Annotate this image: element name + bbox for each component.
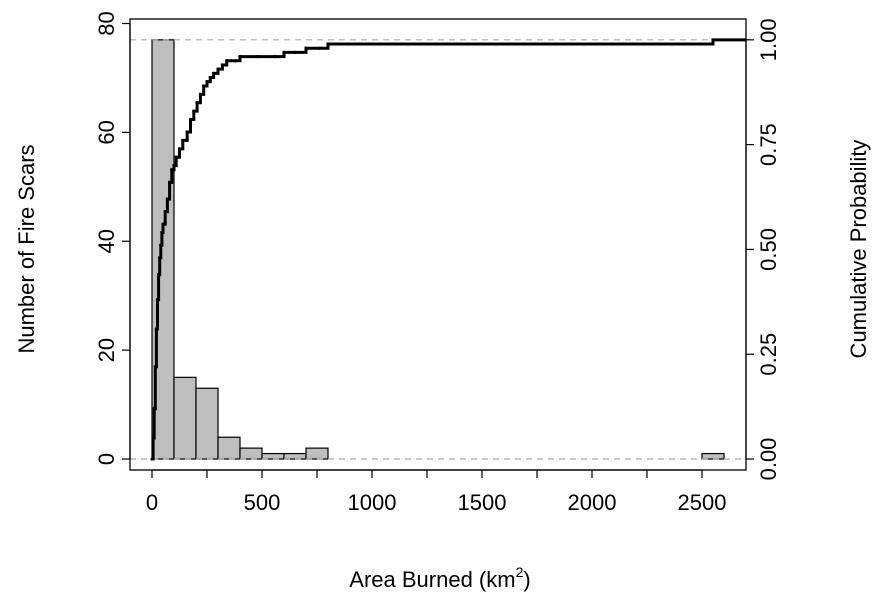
cumulative-point (256, 54, 260, 59)
cumulative-point (198, 92, 202, 96)
cumulative-point (174, 155, 178, 159)
cumulative-point (159, 243, 163, 247)
y-right-tick-label: 0.75 (756, 123, 781, 166)
cumulative-point (188, 117, 193, 122)
cumulative-point (192, 109, 196, 113)
y-right-tick-label: 0.00 (756, 438, 781, 481)
x-tick-label: 1500 (458, 490, 507, 515)
y-axis-right: 0.00 0.25 0.50 0.75 1.00 (745, 18, 781, 481)
x-tick-label: 2000 (568, 490, 617, 515)
x-tick-label: 500 (244, 490, 281, 515)
cumulative-line-group (150, 38, 746, 461)
cumulative-point (293, 50, 297, 55)
reference-lines (130, 39, 746, 460)
cumulative-point (150, 457, 154, 461)
histogram-bar (701, 452, 725, 460)
histogram-bar (261, 452, 285, 460)
y-left-tick-label: 20 (94, 338, 119, 362)
y-axis-left-title: Number of Fire Scars (14, 144, 39, 353)
y-axis-left: 0 20 40 60 80 (94, 11, 131, 465)
cumulative-point (185, 130, 189, 134)
cumulative-point (161, 222, 165, 226)
histogram-bar (195, 387, 219, 460)
cumulative-point (238, 54, 242, 59)
y-left-tick-label: 80 (94, 11, 119, 35)
cumulative-point (202, 84, 206, 88)
cumulative-point (177, 147, 182, 151)
cumulative-point (153, 365, 157, 369)
plot-frame (129, 18, 747, 471)
cumulative-line (151, 38, 746, 461)
histogram-bars (151, 39, 725, 460)
y-left-tick-label: 40 (94, 229, 119, 253)
cumulative-point (160, 231, 164, 235)
cumulative-point (152, 407, 156, 411)
y-left-tick-label: 0 (94, 453, 119, 465)
cumulative-point (158, 256, 162, 260)
x-axis: 0 500 1000 1500 2000 2500 (146, 469, 727, 515)
cumulative-point (151, 436, 155, 440)
cumulative-point (282, 50, 286, 55)
cumulative-point (157, 272, 161, 277)
cumulative-point (205, 80, 209, 84)
cumulative-point (154, 327, 158, 331)
cumulative-point (273, 54, 277, 59)
cumulative-point (165, 197, 169, 201)
cumulative-point (195, 101, 199, 105)
x-tick-label: 2500 (678, 490, 727, 515)
cumulative-point (220, 63, 224, 67)
cumulative-point (225, 59, 229, 63)
cumulative-point (234, 59, 238, 63)
y-right-tick-label: 1.00 (756, 18, 781, 61)
cumulative-point (163, 210, 167, 214)
y-right-tick-label: 0.25 (756, 333, 781, 376)
histogram-bar (173, 376, 197, 460)
cumulative-point (317, 46, 321, 50)
histogram-bar (283, 452, 307, 460)
histogram-bar (305, 447, 329, 460)
y-axis-right-title: Cumulative Probability (846, 140, 871, 359)
cumulative-point (181, 138, 185, 143)
cumulative-point (170, 168, 174, 172)
x-axis-title: Area Burned (km2) (349, 564, 530, 592)
cumulative-point (304, 46, 308, 50)
histogram-bar (217, 436, 241, 460)
cumulative-point (216, 67, 220, 71)
x-tick-label: 0 (146, 490, 158, 515)
y-left-tick-label: 60 (94, 120, 119, 144)
cumulative-point (172, 163, 176, 168)
histogram-bar (239, 447, 263, 460)
x-tick-label: 1000 (348, 490, 397, 515)
y-right-tick-label: 0.50 (756, 228, 781, 271)
cumulative-point (212, 71, 216, 75)
cumulative-point (208, 75, 212, 80)
cumulative-point (326, 42, 330, 46)
cumulative-point (168, 180, 172, 184)
cumulative-point (155, 298, 160, 302)
